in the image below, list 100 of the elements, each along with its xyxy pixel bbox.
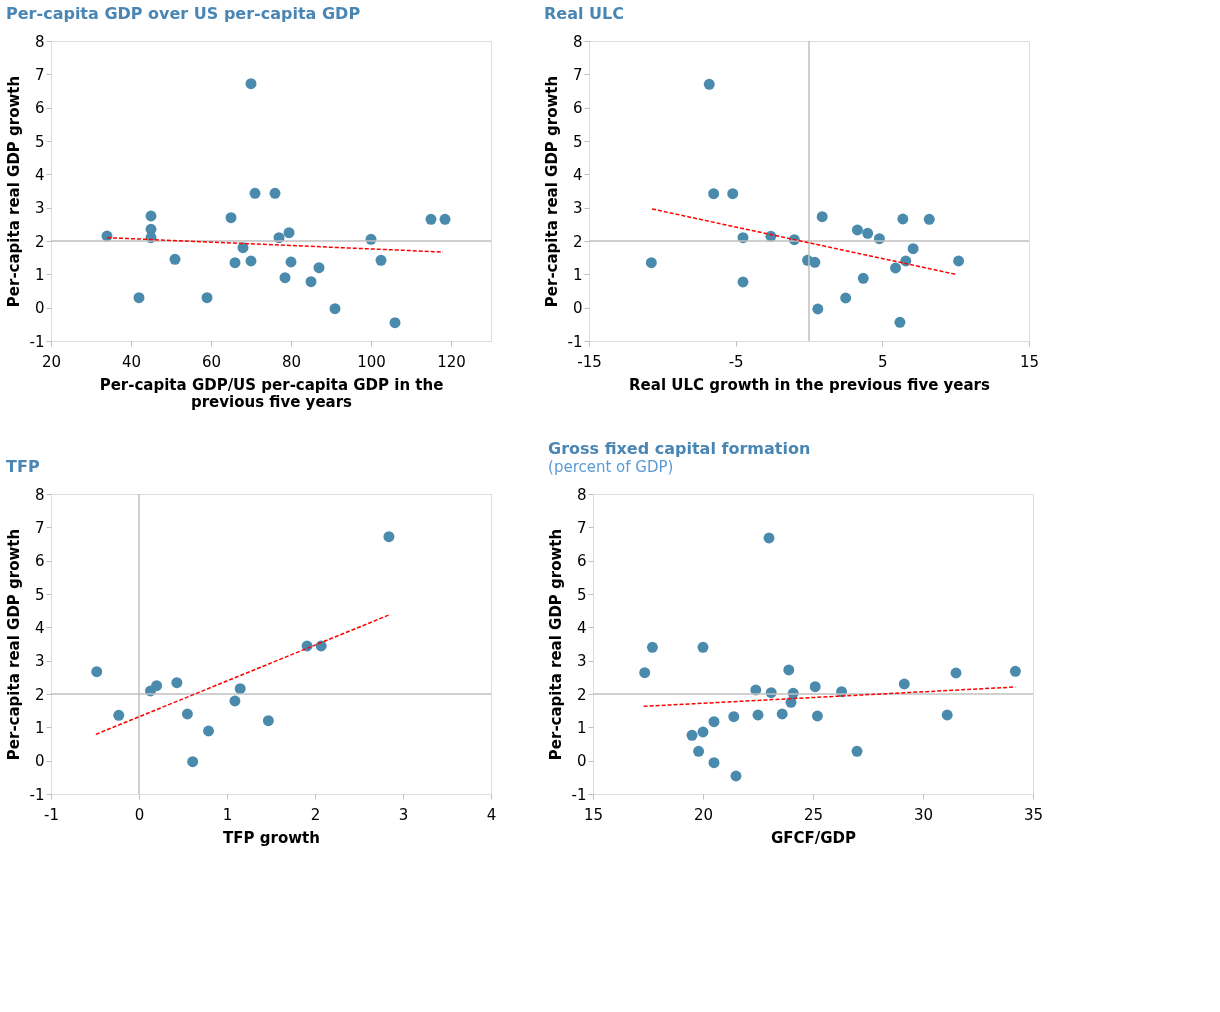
y-tick-label: 7 [34,518,45,537]
y-tick-label: -1 [29,332,45,351]
y-tick-label: 1 [34,718,45,737]
y-tick-label: 4 [34,165,45,184]
y-tick-label: 3 [572,199,583,218]
chart-subtitle: (percent of GDP) [548,458,674,476]
point [737,276,749,288]
y-axis-title: Per-capita real GDP growth [4,528,23,761]
point [728,711,740,723]
point [225,212,237,224]
x-tick-label: 5 [878,352,888,371]
point [811,710,823,722]
point [145,210,157,222]
y-tick-label: 6 [572,99,583,118]
y-tick-label: -1 [29,785,45,804]
point [269,187,281,199]
point [897,213,909,225]
point [730,770,742,782]
point [91,666,103,678]
point [203,725,214,737]
point [313,262,325,274]
point [923,213,935,225]
y-tick-label: 0 [34,752,45,771]
y-tick-label: 8 [34,32,45,51]
point [245,255,257,267]
point [171,677,183,689]
point [425,213,437,225]
point [708,757,720,769]
chart-title: Gross fixed capital formation [548,439,811,458]
point [907,243,919,255]
point [181,708,193,720]
x-tick-label: 3 [398,805,409,824]
x-axis-title: Per-capita GDP/US per-capita GDP in the previous five years [99,375,444,411]
x-tick-label: 4 [486,805,497,824]
y-tick-label: -1 [567,332,583,351]
x-tick-label: 25 [803,805,824,824]
point [703,78,715,90]
point [898,678,910,690]
point [1009,665,1021,677]
point [894,316,906,328]
point [708,188,720,200]
point [645,257,657,269]
point [857,272,869,284]
y-tick-label: 2 [34,232,45,251]
point [279,272,291,284]
y-tick-label: -1 [571,785,587,804]
point [245,78,257,90]
y-tick-label: 5 [34,132,45,151]
point [812,303,824,315]
y-tick-label: 3 [34,652,45,671]
point [201,292,213,304]
y-tick-label: 6 [34,99,45,118]
y-axis-title: Per-capita real GDP growth [4,75,23,308]
x-tick-label: 60 [201,352,222,371]
y-tick-label: 8 [576,485,587,504]
point [639,667,651,679]
point [285,256,297,268]
x-tick-label: 40 [121,352,142,371]
y-tick-label: 4 [576,618,587,637]
point [783,664,795,676]
x-axis-title: GFCF/GDP [770,828,857,847]
x-tick-label: 80 [281,352,302,371]
x-tick-label: 15 [583,805,604,824]
y-tick-label: 5 [576,585,587,604]
y-axis-title: Per-capita real GDP growth [542,75,561,308]
point [840,292,852,304]
point [439,213,451,225]
y-tick-label: 7 [34,65,45,84]
y-tick-label: 6 [34,552,45,571]
point [133,292,145,304]
point [262,715,274,727]
x-tick-label: -5 [728,352,744,371]
point [776,708,788,720]
point [941,709,953,721]
point [851,745,863,757]
point [375,254,387,266]
point [890,262,902,274]
x-tick-label: 0 [134,805,145,824]
point [816,211,828,223]
point [697,726,709,738]
point [851,224,863,236]
point [383,531,395,543]
x-tick-label: 1 [222,805,233,824]
y-tick-label: 2 [572,232,583,251]
point [283,227,295,239]
x-tick-label: 100 [357,352,386,371]
point [862,227,874,239]
x-tick-label: -15 [577,352,602,371]
point [187,756,199,768]
point [752,709,764,721]
x-tick-label: 20 [693,805,714,824]
point [249,187,261,199]
y-tick-label: 5 [572,132,583,151]
point [169,253,181,265]
y-tick-label: 7 [572,65,583,84]
y-tick-label: 1 [572,265,583,284]
point [809,681,821,693]
x-tick-label: 15 [1019,352,1040,371]
y-tick-label: 1 [34,265,45,284]
point [229,257,241,269]
